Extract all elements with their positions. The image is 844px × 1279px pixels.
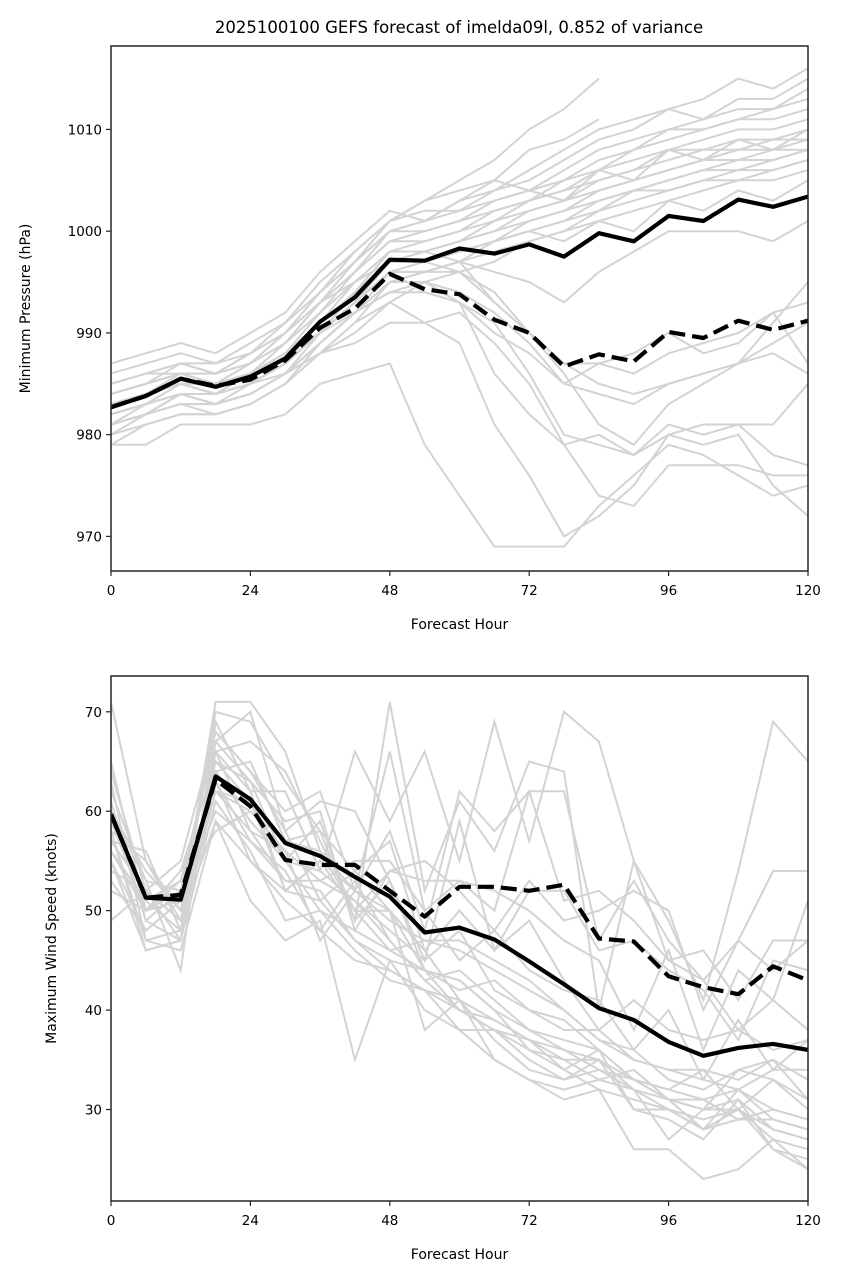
ensemble-member-line bbox=[111, 740, 808, 1013]
ensemble-member-line bbox=[111, 77, 808, 375]
y-tick-label: 990 bbox=[76, 326, 102, 342]
ensemble-member-line bbox=[111, 760, 808, 1051]
x-tick-label: 0 bbox=[107, 1213, 116, 1229]
ensemble-mean-line bbox=[111, 774, 808, 1058]
y-axis-label: Maximum Wind Speed (knots) bbox=[44, 833, 60, 1044]
x-tick-label: 48 bbox=[381, 1213, 398, 1229]
x-tick-label: 72 bbox=[521, 1213, 538, 1229]
ensemble-member-line bbox=[111, 260, 808, 447]
x-tick-label: 120 bbox=[795, 1213, 821, 1229]
ensemble-member-line bbox=[111, 781, 808, 1131]
plot-area bbox=[111, 700, 808, 1181]
ensemble-member-line bbox=[111, 362, 808, 548]
ensemble-member-line bbox=[111, 270, 808, 508]
ensemble-member-line bbox=[111, 311, 808, 467]
wind-panel: 0 24 48 72 96 120 30 40 50 60 70 Forecast Hour Maxim… bbox=[44, 675, 821, 1263]
axes-frame bbox=[110, 45, 809, 572]
y-tick-label: 980 bbox=[76, 428, 102, 444]
x-tick-label: 24 bbox=[242, 583, 259, 599]
x-tick-label: 48 bbox=[381, 583, 398, 599]
ensemble-member-line bbox=[111, 77, 600, 395]
x-tick-label: 120 bbox=[795, 583, 821, 599]
ensemble-member-line bbox=[111, 759, 808, 1131]
ensemble-member-line bbox=[111, 128, 808, 395]
y-tick-label: 30 bbox=[85, 1103, 102, 1119]
ensemble-member-line bbox=[111, 108, 808, 395]
x-tick-label: 24 bbox=[242, 1213, 259, 1229]
x-tick-label: 96 bbox=[660, 583, 677, 599]
x-tick-label: 0 bbox=[107, 583, 116, 599]
pressure-panel: 0 24 48 72 96 120 970 980 990 1000 1010 Forecast Ho… bbox=[18, 45, 821, 633]
ensemble-member-line bbox=[111, 739, 808, 1101]
x-axis-label: Forecast Hour bbox=[411, 617, 509, 633]
y-tick-label: 40 bbox=[85, 1003, 102, 1019]
x-tick-label: 72 bbox=[521, 583, 538, 599]
plot-area bbox=[111, 67, 808, 548]
ensemble-member-line bbox=[111, 67, 808, 365]
ensemble-member-line bbox=[111, 789, 808, 1091]
ensemble-member-line bbox=[111, 778, 808, 1181]
y-tick-label: 970 bbox=[76, 529, 102, 545]
x-axis-label: Forecast Hour bbox=[411, 1247, 509, 1263]
ensemble-member-line bbox=[111, 790, 808, 1091]
ensemble-member-line bbox=[111, 301, 808, 538]
y-tick-label: 60 bbox=[85, 804, 102, 820]
y-tick-label: 50 bbox=[85, 904, 102, 920]
selected-member-line bbox=[111, 777, 808, 997]
y-tick-label: 1000 bbox=[68, 224, 102, 240]
x-tick-label: 96 bbox=[660, 1213, 677, 1229]
y-tick-label: 70 bbox=[85, 705, 102, 721]
selected-member-line bbox=[111, 271, 808, 410]
y-tick-label: 1010 bbox=[68, 122, 102, 138]
ensemble-member-line bbox=[111, 748, 808, 1082]
y-axis-label: Minimum Pressure (hPa) bbox=[18, 224, 34, 394]
ensemble-member-line bbox=[111, 179, 808, 416]
ensemble-member-line bbox=[111, 789, 808, 1111]
axes-frame bbox=[110, 675, 809, 1202]
figure-title: 2025100100 GEFS forecast of imelda09l, 0… bbox=[215, 18, 703, 37]
